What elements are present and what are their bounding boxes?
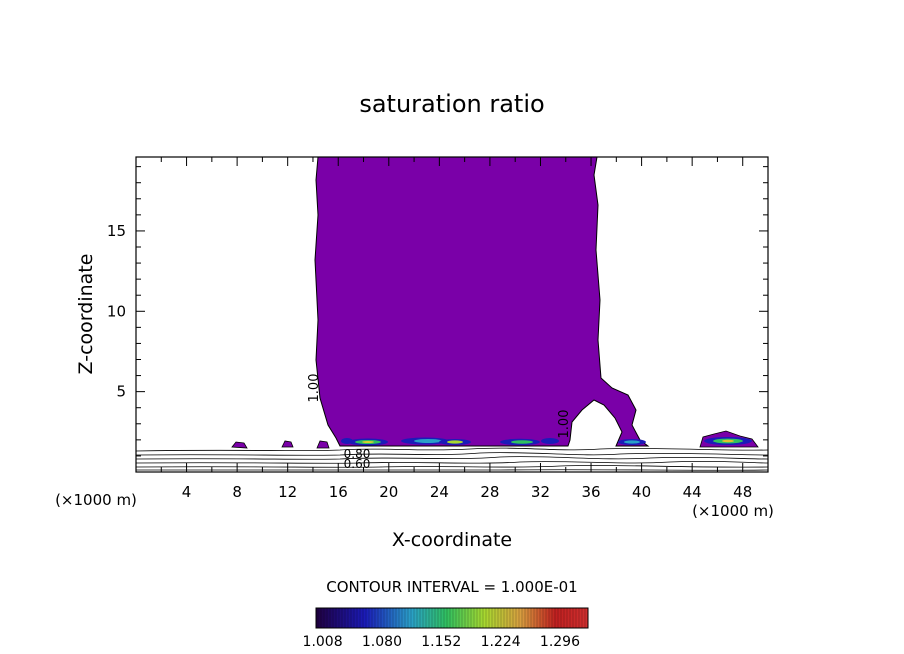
contour-label: 1.00 bbox=[557, 410, 572, 439]
x-tick-label: 40 bbox=[632, 483, 651, 501]
x-tick-label: 4 bbox=[182, 483, 192, 501]
small-patch bbox=[316, 440, 330, 449]
contour-label: 0.80 bbox=[344, 447, 371, 461]
x-unit-right: (×1000 m) bbox=[692, 502, 774, 520]
y-tick-label: 5 bbox=[116, 383, 126, 401]
surface-contours bbox=[136, 447, 768, 471]
x-tick-label: 28 bbox=[480, 483, 499, 501]
y-tick-label: 15 bbox=[107, 222, 126, 240]
colorbar-tick-label: 1.296 bbox=[540, 634, 580, 650]
colorbar-tick-label: 1.080 bbox=[362, 634, 402, 650]
x-tick-label: 24 bbox=[430, 483, 449, 501]
y-tick-label: 10 bbox=[107, 302, 126, 320]
chart-title: saturation ratio bbox=[359, 90, 544, 118]
x-axis-ticks: 4 8 12 16 20 24 28 32 36 40 44 48 bbox=[160, 157, 752, 501]
colorbar-divisions bbox=[317, 608, 586, 628]
x-tick-label: 32 bbox=[531, 483, 550, 501]
x-tick-label: 16 bbox=[329, 483, 348, 501]
y-axis-ticks: 5 10 15 bbox=[107, 166, 768, 457]
supersaturated-region bbox=[314, 157, 650, 447]
plot-frame bbox=[135, 156, 769, 473]
x-tick-label: 12 bbox=[278, 483, 297, 501]
y-axis-label: Z-coordinate bbox=[75, 254, 97, 375]
x-tick-label: 48 bbox=[733, 483, 752, 501]
contour-label: 1.00 bbox=[307, 374, 322, 403]
x-tick-label: 8 bbox=[232, 483, 242, 501]
x-axis-label: X-coordinate bbox=[392, 529, 512, 551]
colorbar-tick-label: 1.152 bbox=[421, 634, 461, 650]
contour-interval: CONTOUR INTERVAL = 1.000E-01 bbox=[326, 578, 577, 596]
high-value-bands bbox=[341, 437, 752, 446]
x-tick-label: 44 bbox=[683, 483, 702, 501]
x-unit-left: (×1000 m) bbox=[55, 491, 137, 509]
x-tick-label: 36 bbox=[581, 483, 600, 501]
colorbar bbox=[315, 607, 589, 629]
colorbar-ticks: 1.008 1.080 1.152 1.224 1.296 bbox=[303, 634, 581, 650]
small-patch bbox=[231, 441, 248, 449]
colorbar-tick-label: 1.008 bbox=[303, 634, 343, 650]
plot-area bbox=[136, 157, 768, 471]
colorbar-tick-label: 1.224 bbox=[481, 634, 521, 650]
contour-label: 0.60 bbox=[344, 457, 371, 471]
small-patch bbox=[281, 440, 294, 448]
x-tick-label: 20 bbox=[379, 483, 398, 501]
